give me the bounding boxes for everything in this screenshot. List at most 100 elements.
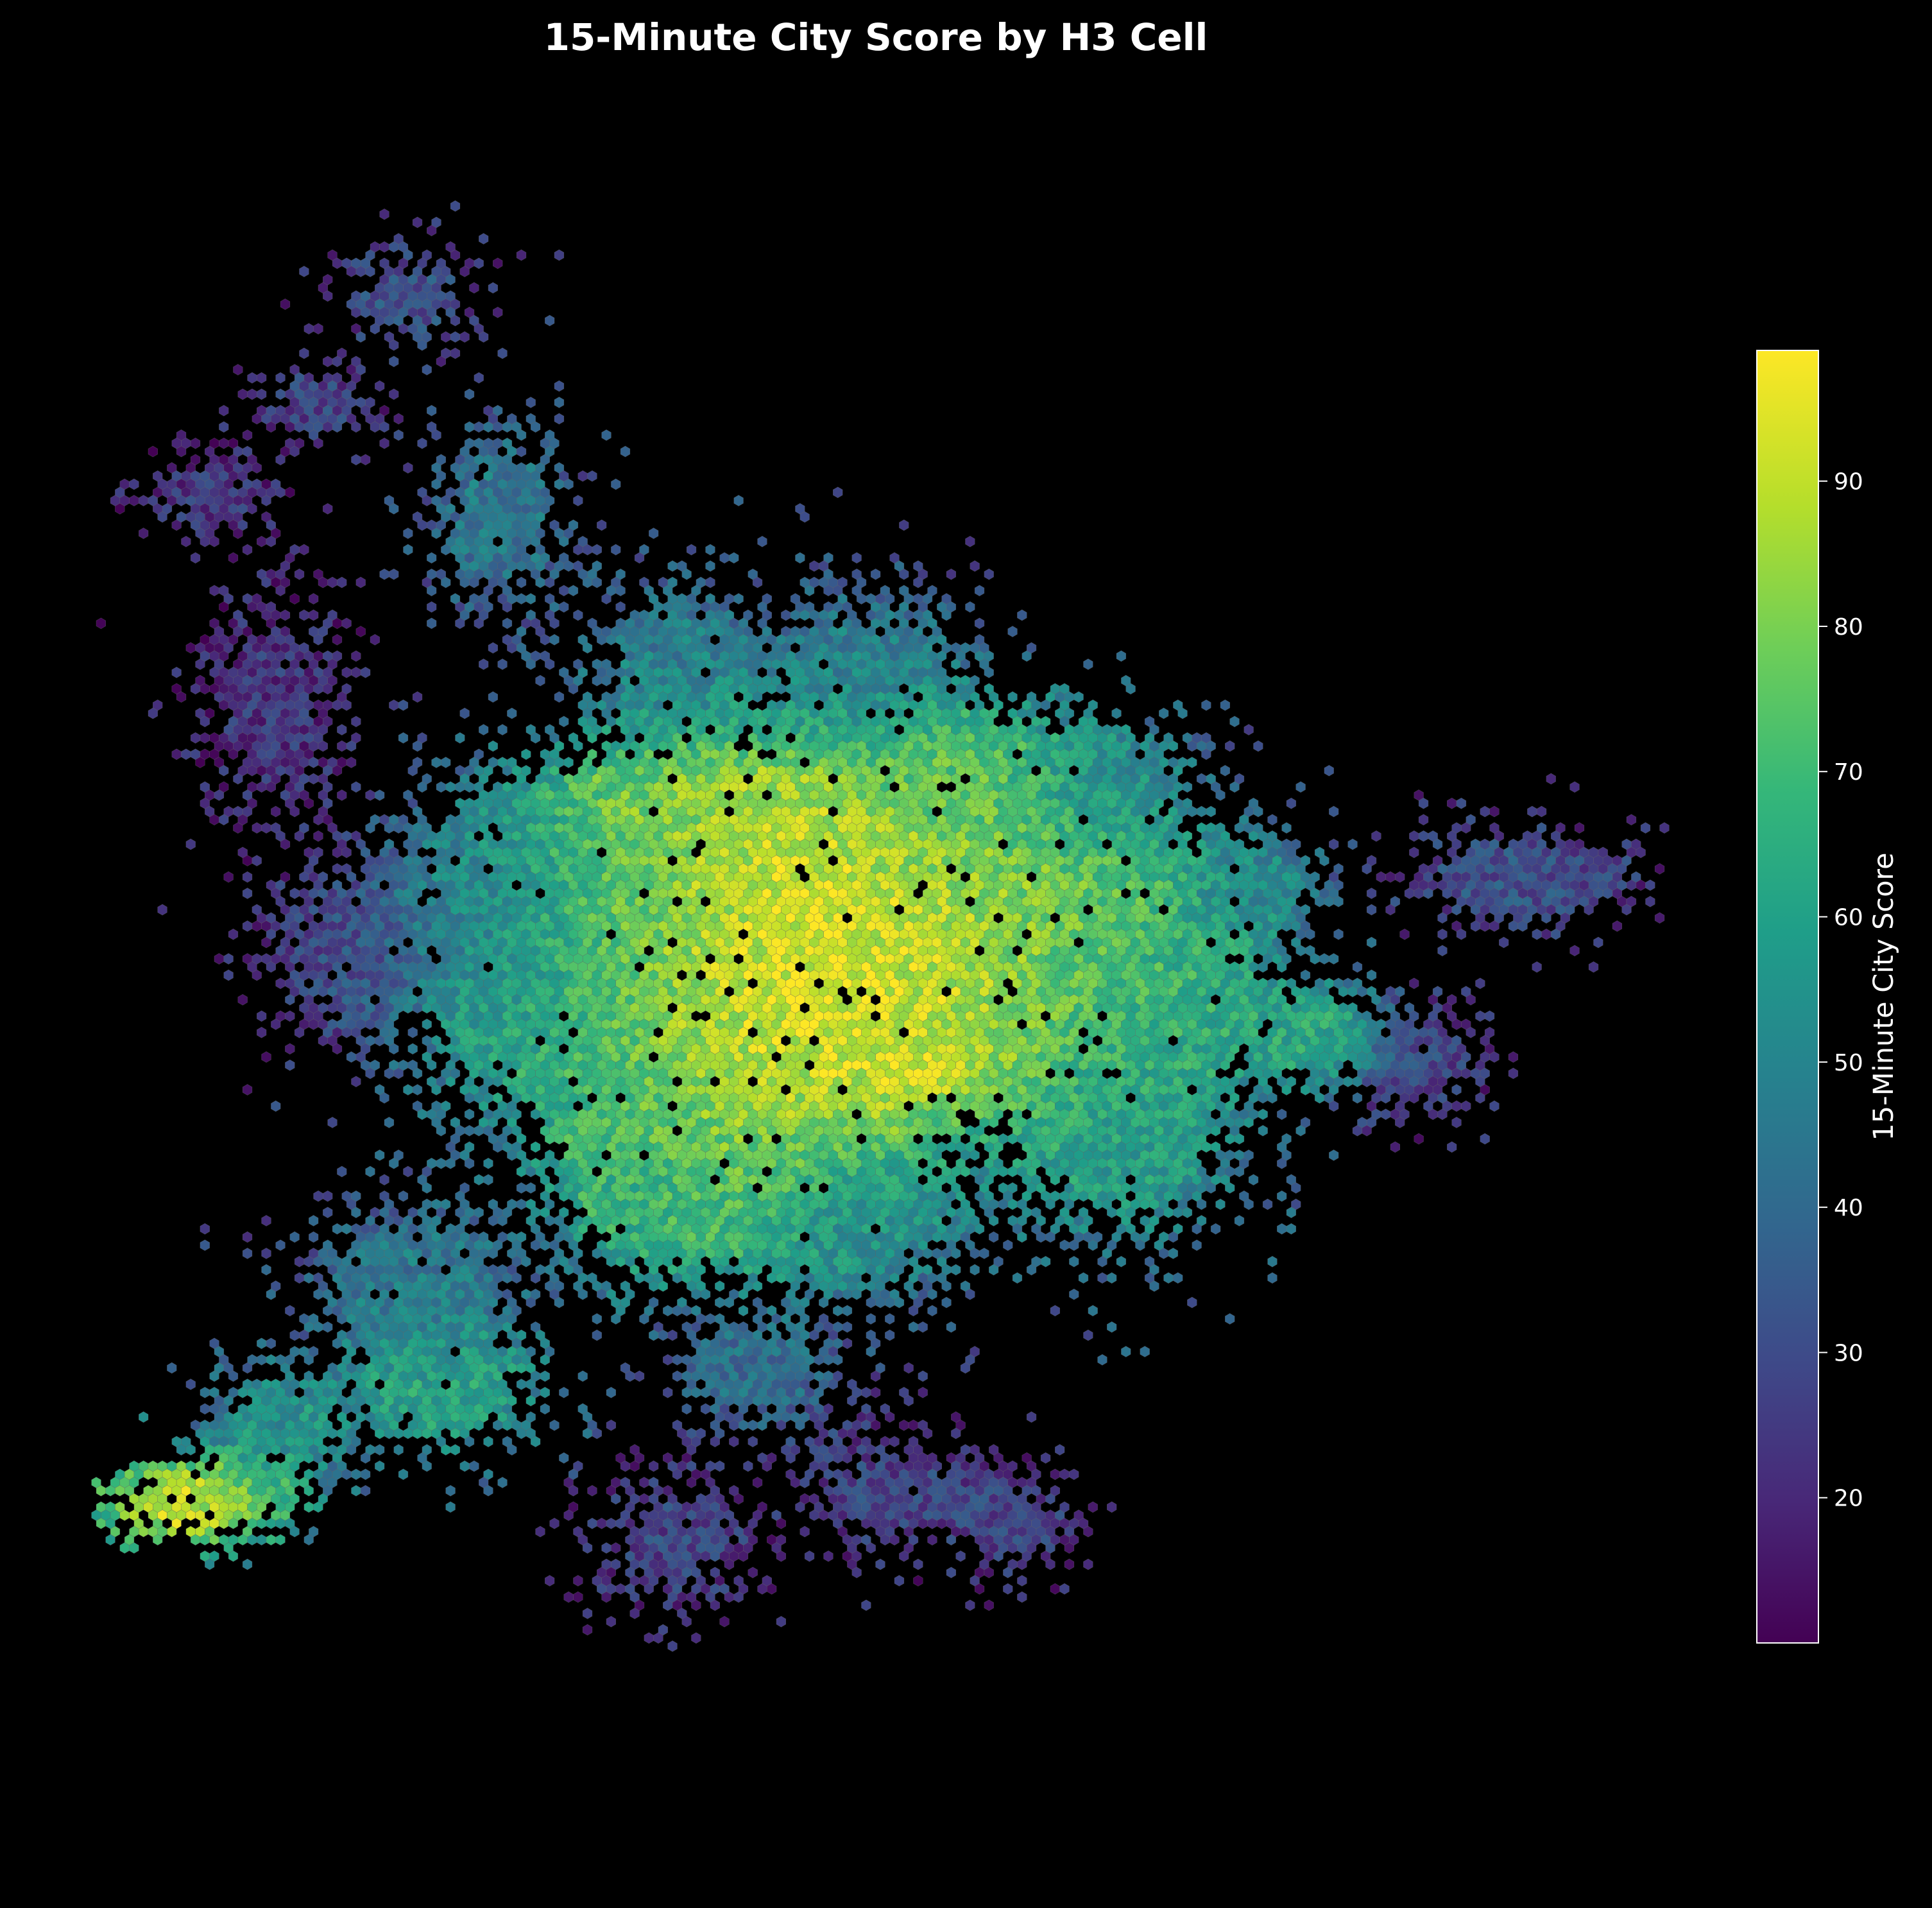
h3-cell: [478, 331, 489, 343]
h3-cell: [237, 388, 248, 400]
h3-cell: [351, 454, 361, 466]
h3-cell: [223, 871, 234, 883]
h3-cell: [587, 470, 597, 482]
h3-cell: [573, 609, 583, 621]
h3-cell: [870, 568, 881, 580]
h3-cell: [289, 445, 300, 458]
h3-cell: [1295, 781, 1306, 793]
h3-cell: [554, 413, 565, 425]
h3-cell: [379, 568, 389, 580]
h3-cell: [157, 511, 167, 523]
h3-cell: [984, 568, 994, 580]
h3-cell: [379, 421, 389, 433]
h3-cell: [313, 830, 323, 842]
h3-cell: [280, 609, 291, 621]
h3-cell: [441, 331, 451, 343]
h3-cell: [360, 454, 371, 466]
h3-cell: [1399, 928, 1410, 940]
h3-cell: [1324, 764, 1334, 777]
h3-cell: [219, 421, 229, 433]
h3-cell: [341, 666, 352, 678]
h3-cell: [1536, 805, 1547, 818]
h3-cell: [1527, 805, 1537, 818]
h3-cell: [200, 732, 210, 744]
h3-cell: [185, 642, 196, 654]
h3-cell: [431, 528, 441, 539]
h3-cell: [1418, 830, 1429, 842]
h3-cell: [946, 568, 956, 580]
h3-cell: [389, 356, 399, 368]
h3-cell: [181, 748, 191, 761]
h3-cell: [615, 601, 626, 613]
map-title: 15-Minute City Score by H3 Cell: [544, 15, 1208, 59]
h3-cell: [559, 601, 569, 613]
h3-cell: [1593, 936, 1603, 949]
h3-cell: [563, 478, 574, 490]
h3-cell: [337, 740, 347, 752]
h3-cell: [474, 257, 484, 270]
h3-cell: [1480, 805, 1490, 818]
h3-cell: [497, 658, 508, 670]
h3-cell: [289, 888, 300, 899]
h3-cell: [1116, 650, 1126, 662]
h3-cell: [577, 470, 588, 482]
h3-cell: [139, 528, 149, 539]
h3-cell: [355, 576, 366, 589]
h3-cell: [719, 552, 730, 564]
h3-cell: [459, 266, 470, 277]
h3-cell: [209, 585, 219, 597]
h3-cell: [313, 437, 323, 449]
h3-cell: [1286, 797, 1296, 809]
h3-cell: [573, 495, 583, 506]
h3-cell: [365, 266, 375, 277]
h3-cell: [308, 593, 319, 605]
h3-cell: [1409, 830, 1419, 842]
h3-cell: [450, 314, 461, 327]
h3-cell: [851, 552, 862, 564]
h3-cell: [596, 519, 607, 531]
h3-cell: [478, 724, 489, 735]
h3-cell: [181, 535, 191, 547]
h3-cell: [337, 576, 347, 589]
h3-cell: [970, 560, 980, 572]
h3-cell: [1626, 814, 1637, 826]
h3-cell: [322, 503, 333, 515]
h3-cell: [322, 290, 333, 302]
h3-cell: [351, 650, 361, 662]
h3-cell: [337, 789, 347, 801]
h3-cell: [705, 544, 715, 556]
h3-cell: [308, 609, 319, 621]
h3-cell: [190, 732, 201, 744]
h3-cell: [459, 707, 470, 719]
h3-cell: [1371, 830, 1381, 842]
h3-cell: [974, 585, 985, 597]
h3-cell: [389, 339, 399, 351]
h3-cell: [459, 331, 470, 343]
h3-cell: [426, 601, 437, 613]
h3-cell: [242, 888, 253, 899]
h3-cell: [256, 535, 267, 547]
h3-cell: [337, 724, 347, 735]
h3-cell: [1654, 863, 1665, 875]
h3-cell: [1418, 814, 1429, 826]
h3-cell: [1253, 740, 1263, 752]
h3-cell: [346, 757, 357, 768]
h3-cell: [370, 323, 380, 335]
h3-cell: [686, 544, 697, 556]
h3-cell: [516, 249, 527, 261]
h3-cell: [592, 544, 603, 556]
h3-cell: [1499, 936, 1509, 949]
h3-cell: [299, 544, 309, 556]
h3-cell: [431, 314, 441, 327]
h3-cell: [1489, 805, 1500, 818]
h3-cell: [303, 323, 314, 335]
h3-cell: [554, 397, 565, 408]
h3-cell: [171, 666, 182, 678]
h3-cell: [266, 421, 277, 433]
h3-cell: [809, 560, 819, 572]
h3-cell: [252, 855, 262, 866]
h3-cell: [441, 757, 451, 768]
h3-cell: [1409, 977, 1419, 990]
h3-cell: [667, 560, 678, 572]
